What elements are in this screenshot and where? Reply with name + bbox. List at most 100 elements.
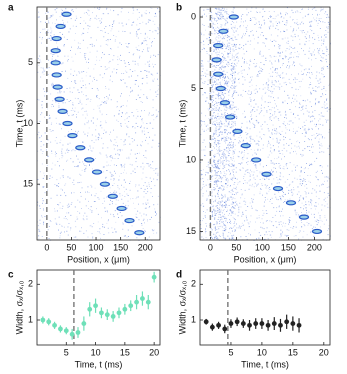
noise-dot [83, 71, 84, 72]
noise-dot [87, 13, 88, 14]
noise-dot [126, 134, 127, 135]
noise-dot [312, 152, 313, 153]
noise-dot [226, 139, 227, 140]
noise-dot [239, 163, 240, 164]
noise-dot [79, 73, 80, 74]
noise-dot [54, 34, 55, 35]
noise-dot [277, 140, 278, 141]
noise-dot [202, 188, 203, 189]
noise-dot [282, 232, 283, 233]
noise-dot [267, 220, 268, 221]
noise-dot [232, 73, 233, 74]
noise-dot [98, 139, 99, 140]
noise-dot [223, 234, 224, 235]
noise-dot [325, 22, 326, 23]
data-point [204, 319, 209, 324]
noise-dot [209, 60, 210, 61]
noise-dot [258, 76, 259, 77]
noise-dot [264, 24, 265, 25]
noise-dot [98, 18, 99, 19]
noise-dot [224, 141, 225, 142]
noise-dot [283, 176, 284, 177]
noise-dot [38, 65, 39, 66]
noise-dot [318, 142, 319, 143]
noise-dot [251, 115, 252, 116]
noise-dot [241, 16, 242, 17]
noise-dot [270, 119, 271, 120]
noise-dot [212, 97, 213, 98]
noise-dot [235, 64, 236, 65]
noise-dot [111, 227, 112, 228]
noise-dot [303, 74, 304, 75]
noise-dot [215, 175, 216, 176]
noise-dot [268, 141, 269, 142]
noise-dot [220, 18, 221, 19]
noise-dot [79, 101, 80, 102]
noise-dot [201, 232, 202, 233]
noise-dot [234, 161, 235, 162]
noise-dot [227, 222, 228, 223]
noise-dot [300, 195, 301, 196]
noise-dot [153, 80, 154, 81]
noise-dot [244, 201, 245, 202]
noise-dot [278, 98, 279, 99]
noise-dot [213, 234, 214, 235]
noise-dot [212, 229, 213, 230]
noise-dot [301, 222, 302, 223]
noise-dot [142, 118, 143, 119]
noise-dot [111, 30, 112, 31]
noise-dot [328, 22, 329, 23]
noise-dot [69, 101, 70, 102]
noise-dot [222, 222, 223, 223]
noise-dot [242, 223, 243, 224]
noise-dot [144, 128, 145, 129]
noise-dot [310, 78, 311, 79]
noise-dot [233, 122, 234, 123]
noise-dot [151, 167, 152, 168]
noise-dot [217, 210, 218, 211]
atom-cloud [117, 206, 126, 210]
noise-dot [314, 19, 315, 20]
noise-dot [299, 200, 300, 201]
noise-dot [217, 186, 218, 187]
noise-dot [327, 187, 328, 188]
noise-dot [154, 24, 155, 25]
noise-dot [83, 132, 84, 133]
noise-dot [291, 189, 292, 190]
noise-dot [247, 74, 248, 75]
noise-dot [118, 31, 119, 32]
noise-dot [230, 179, 231, 180]
noise-dot [309, 165, 310, 166]
noise-dot [60, 208, 61, 209]
noise-dot [220, 177, 221, 178]
noise-dot [271, 96, 272, 97]
noise-dot [247, 127, 248, 128]
noise-dot [222, 212, 223, 213]
noise-dot [264, 202, 265, 203]
noise-dot [146, 177, 147, 178]
noise-dot [326, 59, 327, 60]
noise-dot [230, 197, 231, 198]
noise-dot [65, 195, 66, 196]
noise-dot [271, 57, 272, 58]
noise-dot [315, 176, 316, 177]
noise-dot [72, 92, 73, 93]
noise-dot [292, 87, 293, 88]
noise-dot [251, 119, 252, 120]
noise-dot [275, 61, 276, 62]
noise-dot [91, 37, 92, 38]
noise-dot [307, 72, 308, 73]
noise-dot [90, 44, 91, 45]
noise-dot [91, 185, 92, 186]
noise-dot [205, 228, 206, 229]
noise-dot [203, 75, 204, 76]
noise-dot [310, 202, 311, 203]
noise-dot [218, 153, 219, 154]
atom-cloud [68, 134, 77, 138]
noise-dot [312, 14, 313, 15]
noise-dot [290, 46, 291, 47]
noise-dot [86, 205, 87, 206]
noise-dot [280, 173, 281, 174]
noise-dot [324, 35, 325, 36]
noise-dot [231, 63, 232, 64]
